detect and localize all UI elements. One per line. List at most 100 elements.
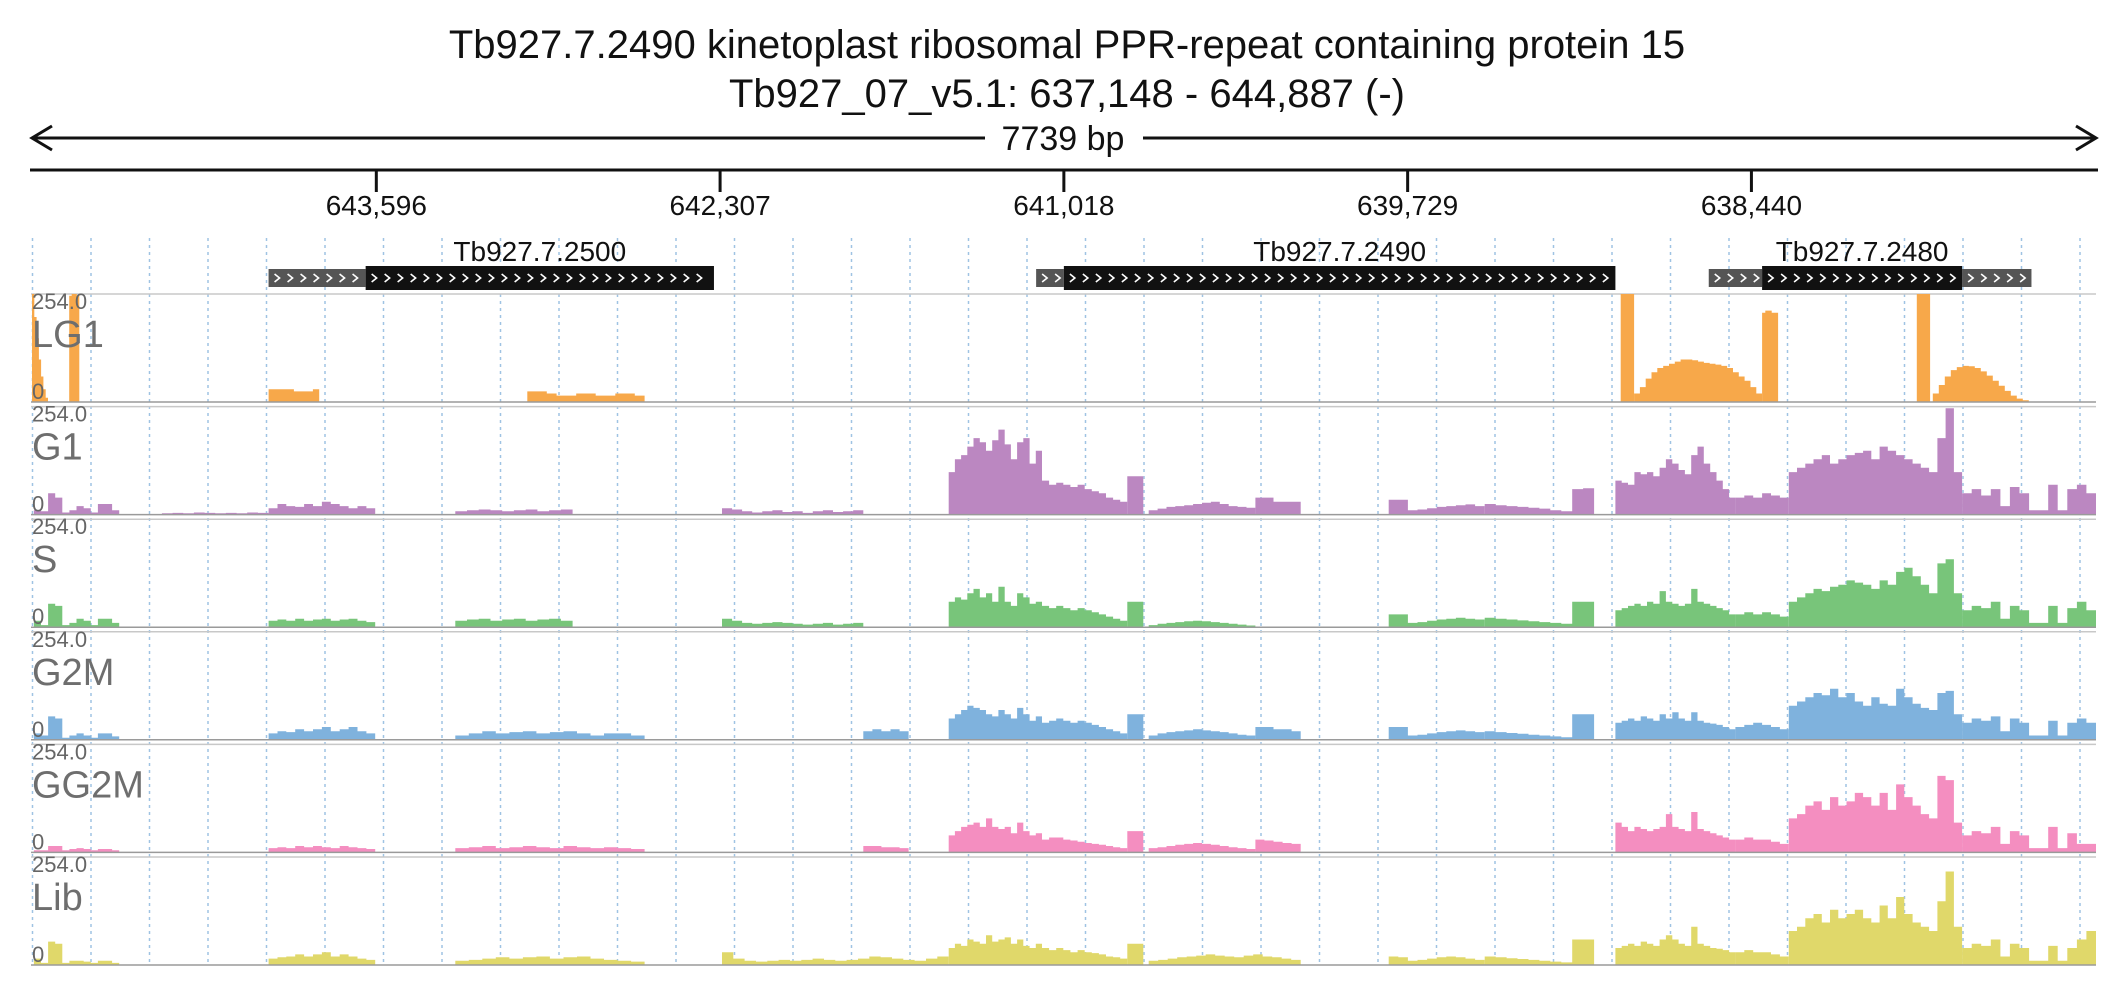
strand-chevron — [1238, 273, 1246, 283]
strand-chevron — [592, 273, 599, 283]
strand-chevron — [1550, 273, 1558, 283]
strand-chevron — [696, 273, 703, 283]
span-label-bg — [985, 118, 1143, 158]
strand-chevron — [553, 273, 560, 283]
coverage-area — [33, 941, 120, 965]
strand-chevron — [644, 273, 651, 283]
strand-chevron — [1433, 273, 1441, 283]
coverage-area — [1148, 954, 1301, 965]
strand-chevron — [352, 273, 359, 283]
tick-label: 641,018 — [1013, 190, 1114, 221]
track-ymax-label: 254.0 — [32, 514, 87, 539]
track-lg1: 254.0 0 LG1 — [31, 289, 2096, 404]
coverage-area — [1042, 605, 1128, 628]
track-ymin-label: 0 — [32, 379, 44, 404]
track-name: Lib — [32, 877, 83, 919]
strand-chevron — [1264, 273, 1272, 283]
coverage-area — [1962, 716, 2096, 740]
strand-chevron — [1537, 273, 1545, 283]
coverage-area — [1932, 365, 2029, 402]
coverage-area — [66, 294, 82, 402]
tick-label: 638,440 — [1701, 190, 1802, 221]
strand-chevron — [1251, 273, 1259, 283]
strand-chevron — [1069, 273, 1077, 283]
gene-utr — [1962, 269, 2032, 287]
strand-chevron — [1095, 273, 1103, 283]
strand-chevron — [1186, 273, 1194, 283]
span-label: 7739 bp — [1002, 120, 1125, 158]
coverage-area — [1255, 497, 1301, 515]
span-indicator: 7739 bp — [29, 118, 2099, 158]
gene-label: Tb927.7.2490 — [1253, 236, 1426, 267]
coverage-area — [722, 618, 864, 628]
strand-chevron — [1949, 273, 1957, 283]
coverage-area — [455, 846, 645, 853]
chart-title: Tb927.7.2490 kinetoplast ribosomal PPR-r… — [449, 23, 1685, 67]
coverage-area — [455, 618, 573, 628]
strand-chevron — [1910, 273, 1918, 283]
strand-chevron — [579, 273, 586, 283]
coverage-area — [455, 509, 573, 515]
track-lib: 254.0 0 Lib — [31, 852, 2096, 967]
coverage-area — [1148, 843, 1256, 853]
gene-annotations: Tb927.7.2500 Tb927.7.2490 Tb927.7.2480 — [268, 236, 2032, 290]
strand-chevron — [1355, 273, 1363, 283]
coverage-area — [268, 952, 376, 965]
coverage-area — [1634, 359, 1763, 402]
strand-chevron — [1727, 273, 1735, 283]
coverage-area — [33, 716, 120, 740]
strand-chevron — [1806, 273, 1814, 283]
coverage-area — [948, 935, 1042, 965]
strand-chevron — [1980, 273, 1988, 283]
tick-label: 639,729 — [1357, 190, 1458, 221]
track-ymax-label: 254.0 — [32, 739, 87, 764]
track-g1: 254.0 0 G1 — [31, 402, 2096, 517]
strand-chevron — [339, 273, 346, 283]
coverage-area — [1127, 601, 1144, 628]
strand-chevron — [1923, 273, 1931, 283]
track-ymax-label: 254.0 — [32, 289, 87, 314]
coverage-area — [1735, 612, 1789, 628]
track-ymax-label: 254.0 — [32, 852, 87, 877]
strand-chevron — [1819, 273, 1827, 283]
track-ymax-label: 254.0 — [32, 402, 87, 427]
strand-chevron — [300, 273, 307, 283]
coverage-area — [1916, 294, 1931, 402]
coverage-area — [1788, 775, 1963, 853]
coverage-area — [1615, 926, 1736, 965]
gene-feature[interactable]: Tb927.7.2490 — [1036, 236, 1616, 290]
strand-chevron — [670, 273, 677, 283]
track-ymin-label: 0 — [32, 829, 44, 854]
strand-chevron — [1897, 273, 1905, 283]
strand-chevron — [1845, 273, 1853, 283]
strand-chevron — [1160, 273, 1168, 283]
strand-chevron — [1147, 273, 1155, 283]
strand-chevron — [1420, 273, 1428, 283]
coverage-area — [1962, 931, 2096, 965]
strand-chevron — [2019, 273, 2027, 283]
strand-chevron — [1212, 273, 1220, 283]
gene-utr — [268, 269, 366, 287]
vertical-gridlines — [31, 238, 2081, 962]
gene-utr — [1708, 269, 1763, 287]
coverage-area — [1735, 493, 1789, 515]
strand-chevron — [540, 273, 547, 283]
coverage-area — [1962, 484, 2096, 515]
strand-chevron — [1858, 273, 1866, 283]
coverage-area — [948, 705, 1042, 740]
gene-feature[interactable]: Tb927.7.2500 — [268, 236, 714, 290]
strand-chevron — [2006, 273, 2014, 283]
chart-subtitle: Tb927_07_v5.1: 637,148 - 644,887 (-) — [729, 72, 1405, 116]
coverage-area — [1388, 499, 1485, 515]
coverage-area — [1788, 871, 1963, 965]
coverage-area — [1388, 956, 1485, 965]
strand-chevron — [1041, 273, 1049, 283]
strand-chevron — [527, 273, 534, 283]
gene-feature[interactable]: Tb927.7.2480 — [1708, 236, 2032, 290]
strand-chevron — [1199, 273, 1207, 283]
strand-chevron — [488, 273, 495, 283]
strand-chevron — [384, 273, 391, 283]
strand-chevron — [1329, 273, 1337, 283]
coverage-area — [1620, 294, 1635, 402]
strand-chevron — [1753, 273, 1761, 283]
